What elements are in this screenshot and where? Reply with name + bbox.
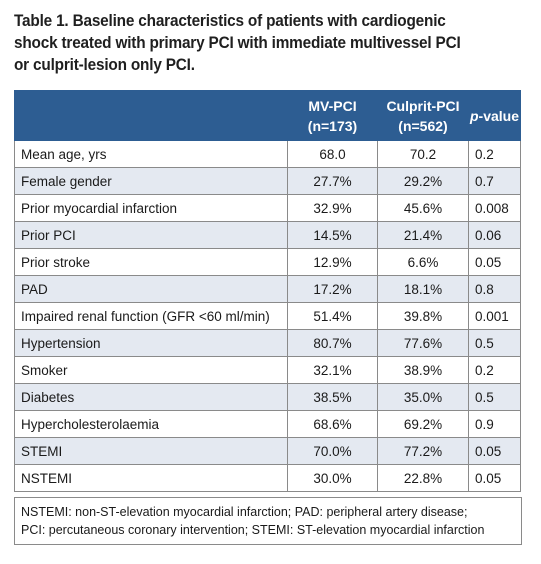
cell-p-value: 0.06 [468, 221, 521, 249]
row-label: PAD [14, 275, 288, 303]
cell-culprit-pci: 6.6% [377, 248, 469, 276]
cell-p-value: 0.2 [468, 356, 521, 384]
table-row: Prior stroke 12.9% 6.6% 0.05 [14, 248, 521, 276]
cell-p-value: 0.5 [468, 383, 521, 411]
cell-mv-pci: 32.9% [287, 194, 378, 222]
cell-culprit-pci: 77.6% [377, 329, 469, 357]
cell-mv-pci: 14.5% [287, 221, 378, 249]
cell-p-value: 0.008 [468, 194, 521, 222]
row-label: Mean age, yrs [14, 140, 288, 168]
footnote-line-1: NSTEMI: non-ST-elevation myocardial infa… [21, 505, 468, 519]
row-label: STEMI [14, 437, 288, 465]
cell-mv-pci: 32.1% [287, 356, 378, 384]
cell-p-value: 0.05 [468, 464, 521, 492]
header-culprit-pci-label: Culprit-PCI [386, 97, 460, 114]
cell-culprit-pci: 38.9% [377, 356, 469, 384]
cell-mv-pci: 68.0 [287, 140, 378, 168]
table-row: Hypercholesterolaemia 68.6% 69.2% 0.9 [14, 410, 521, 438]
cell-culprit-pci: 39.8% [377, 302, 469, 330]
cell-p-value: 0.05 [468, 437, 521, 465]
header-p-rest: -value [478, 107, 520, 124]
row-label: Diabetes [14, 383, 288, 411]
cell-mv-pci: 68.6% [287, 410, 378, 438]
row-label: Hypertension [14, 329, 288, 357]
footnote-line-2: PCI: percutaneous coronary intervention;… [21, 523, 485, 537]
table-caption: Table 1. Baseline characteristics of pat… [14, 12, 461, 74]
cell-culprit-pci: 69.2% [377, 410, 469, 438]
table-row: Female gender 27.7% 29.2% 0.7 [14, 167, 521, 195]
cell-mv-pci: 12.9% [287, 248, 378, 276]
row-label: Hypercholesterolaemia [14, 410, 288, 438]
header-characteristic [14, 90, 288, 141]
table-row: Prior myocardial infarction 32.9% 45.6% 0.0… [14, 194, 521, 222]
cell-culprit-pci: 77.2% [377, 437, 469, 465]
table-row: STEMI 70.0% 77.2% 0.05 [14, 437, 521, 465]
row-label: Smoker [14, 356, 288, 384]
cell-culprit-pci: 35.0% [377, 383, 469, 411]
cell-mv-pci: 51.4% [287, 302, 378, 330]
cell-culprit-pci: 29.2% [377, 167, 469, 195]
row-label: Female gender [14, 167, 288, 195]
header-mv-pci-label: MV-PCI [308, 97, 357, 114]
header-p-value: p-value [468, 90, 521, 141]
cell-p-value: 0.9 [468, 410, 521, 438]
table-row: Mean age, yrs 68.0 70.2 0.2 [14, 140, 521, 168]
cell-culprit-pci: 18.1% [377, 275, 469, 303]
header-culprit-pci: Culprit-PCI (n=562) [377, 90, 469, 141]
table-footnote: NSTEMI: non-ST-elevation myocardial infa… [14, 497, 522, 545]
cell-culprit-pci: 45.6% [377, 194, 469, 222]
row-label: Prior myocardial infarction [14, 194, 288, 222]
cell-mv-pci: 70.0% [287, 437, 378, 465]
cell-culprit-pci: 70.2 [377, 140, 469, 168]
cell-mv-pci: 17.2% [287, 275, 378, 303]
header-p-italic: p [469, 107, 479, 124]
cell-culprit-pci: 22.8% [377, 464, 469, 492]
cell-mv-pci: 30.0% [287, 464, 378, 492]
table-header-row: MV-PCI (n=173) Culprit-PCI (n=562) p-val… [14, 90, 521, 141]
row-label: NSTEMI [14, 464, 288, 492]
table-row: Smoker 32.1% 38.9% 0.2 [14, 356, 521, 384]
cell-p-value: 0.2 [468, 140, 521, 168]
cell-p-value: 0.05 [468, 248, 521, 276]
row-label: Prior stroke [14, 248, 288, 276]
table-row: Diabetes 38.5% 35.0% 0.5 [14, 383, 521, 411]
header-culprit-pci-n: (n=562) [398, 117, 448, 134]
cell-mv-pci: 38.5% [287, 383, 378, 411]
table-row: Impaired renal function (GFR <60 ml/min)… [14, 302, 521, 330]
cell-mv-pci: 80.7% [287, 329, 378, 357]
row-label: Impaired renal function (GFR <60 ml/min) [14, 302, 288, 330]
table-row: PAD 17.2% 18.1% 0.8 [14, 275, 521, 303]
table-row: Prior PCI 14.5% 21.4% 0.06 [14, 221, 521, 249]
cell-p-value: 0.5 [468, 329, 521, 357]
table-row: NSTEMI 30.0% 22.8% 0.05 [14, 464, 521, 492]
table-row: Hypertension 80.7% 77.6% 0.5 [14, 329, 521, 357]
cell-p-value: 0.001 [468, 302, 521, 330]
cell-mv-pci: 27.7% [287, 167, 378, 195]
cell-culprit-pci: 21.4% [377, 221, 469, 249]
cell-p-value: 0.7 [468, 167, 521, 195]
cell-p-value: 0.8 [468, 275, 521, 303]
row-label: Prior PCI [14, 221, 288, 249]
baseline-characteristics-table: MV-PCI (n=173) Culprit-PCI (n=562) p-val… [14, 90, 521, 492]
header-mv-pci-n: (n=173) [307, 117, 358, 134]
header-mv-pci: MV-PCI (n=173) [287, 90, 378, 141]
